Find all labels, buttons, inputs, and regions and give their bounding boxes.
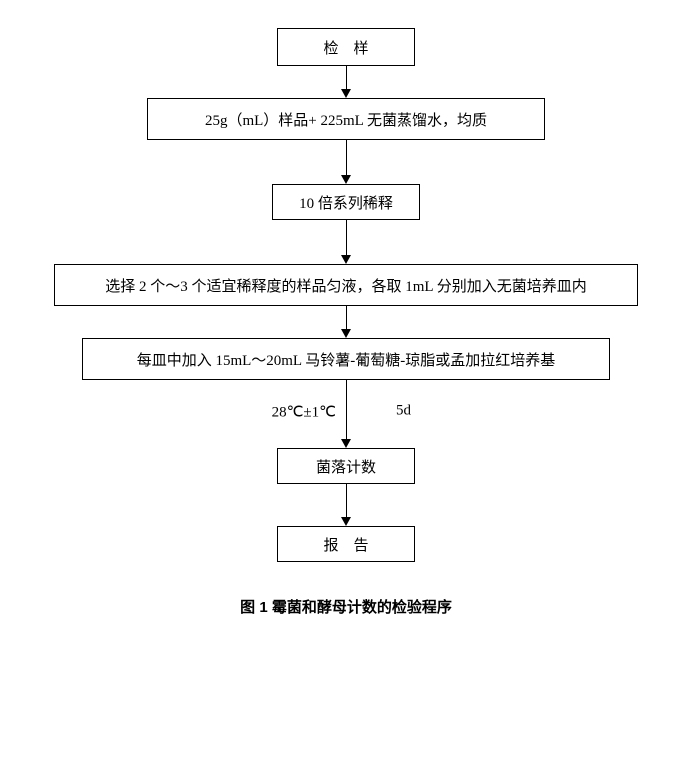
node-select-dilution: 选择 2 个～3 个适宜稀释度的样品匀液，各取 1mL 分别加入无菌培养皿内 <box>54 264 638 306</box>
arrow-4 <box>341 306 351 338</box>
arrow-head-icon <box>341 517 351 526</box>
arrow-1 <box>341 66 351 98</box>
node-label: 检 样 <box>323 37 368 58</box>
node-report: 报 告 <box>277 526 415 562</box>
arrow-3 <box>341 220 351 264</box>
node-dilution: 10 倍系列稀释 <box>272 184 420 220</box>
figure-caption: 图 1 霉菌和酵母计数的检验程序 <box>240 596 452 617</box>
arrow-line <box>346 484 347 517</box>
node-label: 10 倍系列稀释 <box>299 192 393 213</box>
node-label: 选择 2 个～3 个适宜稀释度的样品匀液，各取 1mL 分别加入无菌培养皿内 <box>105 275 587 296</box>
arrow-head-icon <box>341 255 351 264</box>
arrow-head-icon <box>341 175 351 184</box>
node-label: 25g（mL）样品+ 225mL 无菌蒸馏水，均质 <box>205 109 487 130</box>
node-label: 报 告 <box>323 534 368 555</box>
node-colony-count: 菌落计数 <box>277 448 415 484</box>
arrow-line <box>346 380 347 439</box>
arrow-head-icon <box>341 439 351 448</box>
arrow-line <box>346 66 347 89</box>
node-label: 每皿中加入 15mL～20mL 马铃薯-葡萄糖-琼脂或孟加拉红培养基 <box>137 349 556 370</box>
arrow-6 <box>341 484 351 526</box>
node-label: 菌落计数 <box>316 456 376 477</box>
arrow-line <box>346 306 347 329</box>
node-homogenize: 25g（mL）样品+ 225mL 无菌蒸馏水，均质 <box>147 98 545 140</box>
arrow-5: 28℃±1℃ 5d <box>341 380 351 448</box>
flowchart-container: 检 样 25g（mL）样品+ 225mL 无菌蒸馏水，均质 10 倍系列稀释 选… <box>0 0 692 617</box>
node-sample: 检 样 <box>277 28 415 66</box>
arrow-2 <box>341 140 351 184</box>
arrow-line <box>346 140 347 175</box>
arrow-line <box>346 220 347 255</box>
arrow-head-icon <box>341 89 351 98</box>
arrow-label-duration: 5d <box>396 403 436 422</box>
arrow-head-icon <box>341 329 351 338</box>
node-add-medium: 每皿中加入 15mL～20mL 马铃薯-葡萄糖-琼脂或孟加拉红培养基 <box>82 338 610 380</box>
arrow-label-temperature: 28℃±1℃ <box>256 403 336 422</box>
